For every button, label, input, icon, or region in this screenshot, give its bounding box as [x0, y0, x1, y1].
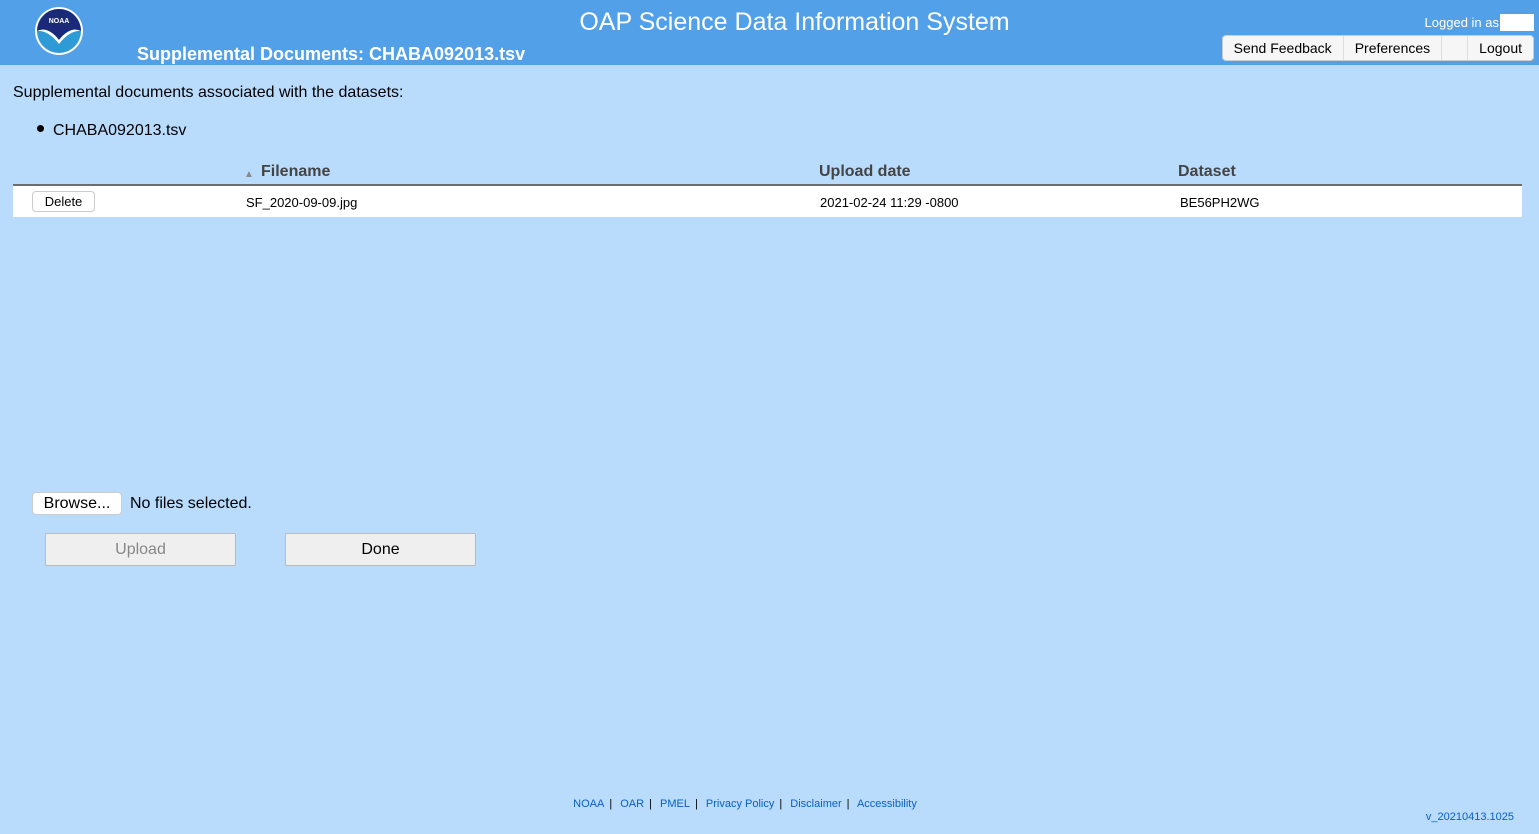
- header: NOAA OAP Science Data Information System…: [0, 0, 1539, 65]
- table-row: Delete SF_2020-09-09.jpg 2021-02-24 11:2…: [13, 186, 1522, 217]
- noaa-logo: NOAA: [35, 7, 83, 55]
- app-title: OAP Science Data Information System: [579, 8, 1010, 36]
- dataset-item: CHABA092013.tsv: [53, 122, 187, 139]
- column-filename[interactable]: Filename: [261, 163, 331, 180]
- svg-text:NOAA: NOAA: [49, 18, 70, 25]
- footer-link-accessibility[interactable]: Accessibility: [856, 798, 917, 810]
- page-title: Supplemental Documents: CHABA092013.tsv: [137, 44, 526, 64]
- cell-upload-date: 2021-02-24 11:29 -0800: [820, 195, 959, 210]
- logout-button[interactable]: Logout: [1479, 40, 1522, 56]
- documents-table: ▲ Filename Upload date Dataset Delete SF…: [13, 160, 1522, 217]
- logged-in-label: Logged in as: [1424, 15, 1499, 30]
- username-field: [1500, 14, 1534, 31]
- cell-dataset: BE56PH2WG: [1180, 195, 1260, 210]
- dataset-list: CHABA092013.tsv: [37, 122, 186, 140]
- table-header: ▲ Filename Upload date Dataset: [13, 160, 1522, 186]
- column-upload-date[interactable]: Upload date: [819, 163, 911, 180]
- footer-link-privacy[interactable]: Privacy Policy: [705, 798, 775, 810]
- upload-button[interactable]: Upload: [45, 533, 236, 566]
- cell-filename: SF_2020-09-09.jpg: [246, 195, 358, 210]
- footer-link-pmel[interactable]: PMEL: [660, 798, 690, 810]
- footer-links: NOAA | OAR | PMEL | Privacy Policy | Disclai…: [573, 798, 917, 810]
- blank-button[interactable]: [1442, 36, 1469, 60]
- browse-button[interactable]: Browse...: [32, 492, 122, 515]
- version-label: v_20210413.1025: [1425, 811, 1514, 823]
- preferences-button[interactable]: Preferences: [1344, 36, 1443, 60]
- file-status: No files selected.: [130, 495, 252, 512]
- bullet-icon: [37, 125, 44, 133]
- column-dataset[interactable]: Dataset: [1178, 163, 1236, 180]
- footer-link-noaa[interactable]: NOAA: [573, 798, 605, 810]
- sort-ascending-icon[interactable]: ▲: [244, 169, 254, 180]
- footer-link-disclaimer[interactable]: Disclaimer: [790, 798, 842, 810]
- intro-text: Supplemental documents associated with t…: [13, 84, 404, 101]
- done-button[interactable]: Done: [285, 533, 476, 566]
- header-nav: Send Feedback Preferences Logout: [1221, 35, 1534, 61]
- send-feedback-button[interactable]: Send Feedback: [1223, 36, 1344, 60]
- footer-link-oar[interactable]: OAR: [620, 798, 645, 810]
- delete-button[interactable]: Delete: [32, 191, 95, 212]
